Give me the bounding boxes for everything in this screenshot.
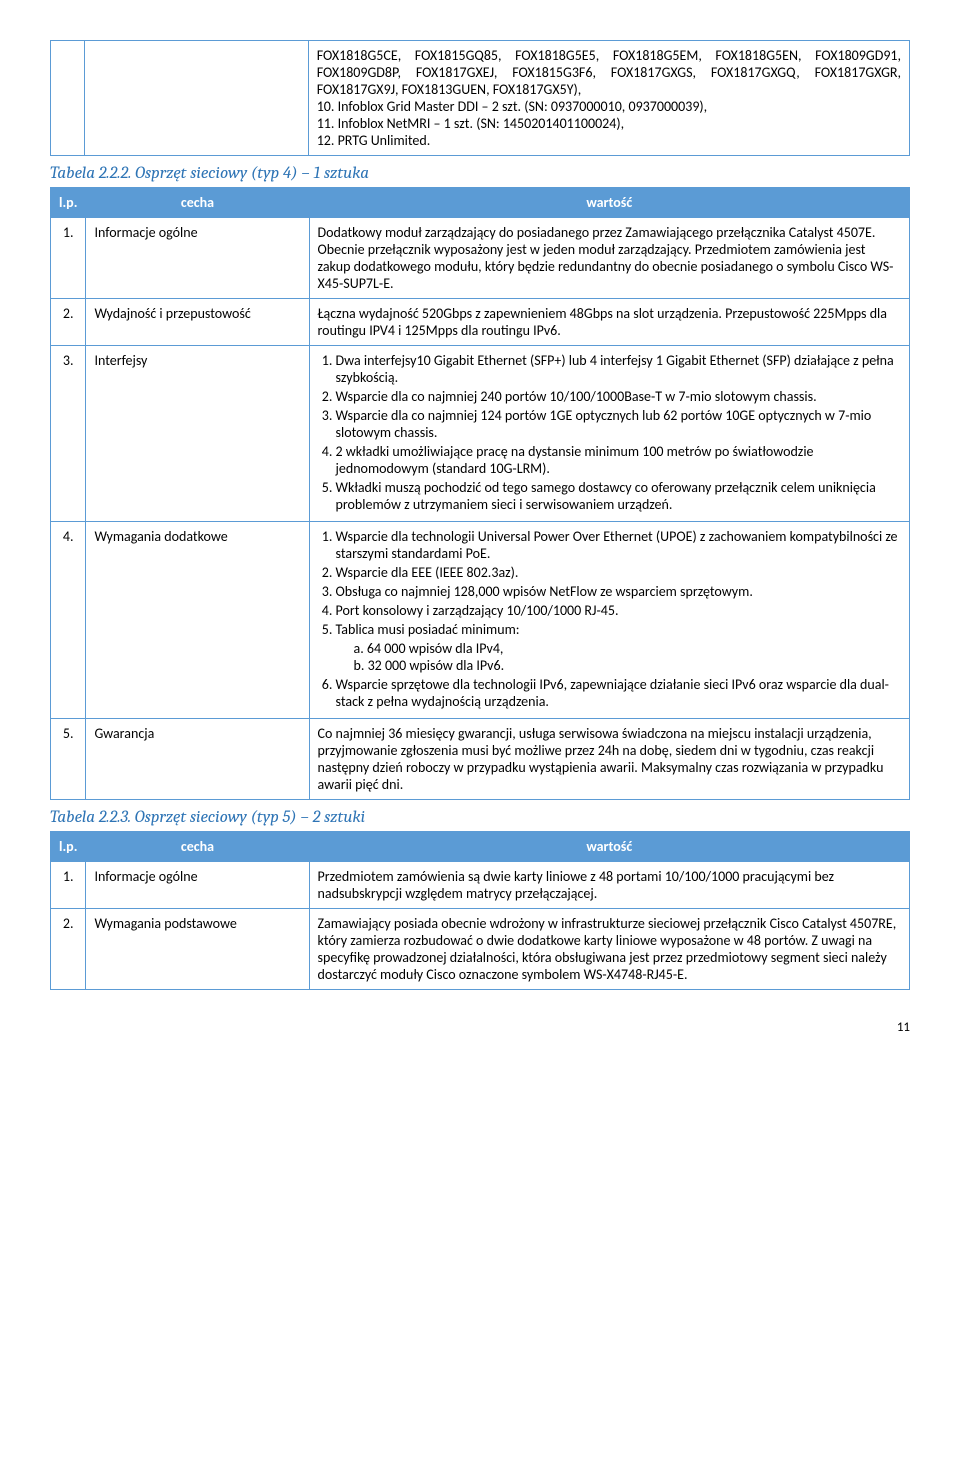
row-cecha: Wymagania dodatkowe (86, 522, 309, 719)
sub-item: b. 32 000 wpisów dla IPv6. (354, 657, 901, 674)
list-item: Obsługa co najmniej 128,000 wpisów NetFl… (336, 583, 901, 600)
row-value: Dwa interfejsy10 Gigabit Ethernet (SFP+)… (309, 346, 909, 522)
list-item: 11. Infoblox NetMRI – 1 szt. (SN: 145020… (317, 115, 901, 132)
row-value: Przedmiotem zamówienia są dwie karty lin… (309, 862, 909, 909)
row-num: 4. (51, 522, 86, 719)
row-num: 1. (51, 218, 86, 299)
list-item: Wkładki muszą pochodzić od tego samego d… (336, 479, 901, 513)
list-item: 12. PRTG Unlimited. (317, 132, 901, 149)
table-row: 4. Wymagania dodatkowe Wsparcie dla tech… (51, 522, 910, 719)
row-cecha: Interfejsy (86, 346, 309, 522)
table-row: 2. Wymagania podstawowe Zamawiający posi… (51, 909, 910, 990)
header-cecha: cecha (86, 188, 309, 218)
header-wartosc: wartość (309, 188, 909, 218)
row-value: Łączna wydajność 520Gbps z zapewnieniem … (309, 299, 909, 346)
row-num: 1. (51, 862, 86, 909)
header-lp: l.p. (51, 188, 86, 218)
row-cecha: Informacje ogólne (86, 862, 309, 909)
page-number: 11 (50, 1020, 910, 1035)
list-item: Wsparcie dla technologii Universal Power… (336, 528, 901, 562)
header-lp: l.p. (51, 832, 86, 862)
row-value: Wsparcie dla technologii Universal Power… (309, 522, 909, 719)
serial-list-text: FOX1818G5CE, FOX1815GQ85, FOX1818G5E5, F… (317, 47, 901, 98)
list-item: Port konsolowy i zarządzający 10/100/100… (336, 602, 901, 619)
header-wartosc: wartość (309, 832, 909, 862)
row-cecha: Wydajność i przepustowość (86, 299, 309, 346)
list-item: Wsparcie dla EEE (IEEE 802.3az). (336, 564, 901, 581)
row-cecha: Informacje ogólne (86, 218, 309, 299)
empty-cell (85, 41, 308, 156)
table-row: 5. Gwarancja Co najmniej 36 miesięcy gwa… (51, 719, 910, 800)
list-item: Wsparcie dla co najmniej 240 portów 10/1… (336, 388, 901, 405)
row-cecha: Gwarancja (86, 719, 309, 800)
table-222: l.p. cecha wartość 1. Informacje ogólne … (50, 187, 910, 800)
table-header-row: l.p. cecha wartość (51, 832, 910, 862)
row-num: 5. (51, 719, 86, 800)
row-num: 3. (51, 346, 86, 522)
section-title-222: Tabela 2.2.2. Osprzęt sieciowy (typ 4) –… (50, 164, 910, 183)
list-item: Tablica musi posiadać minimum: a. 64 000… (336, 621, 901, 674)
top-continuation-table: FOX1818G5CE, FOX1815GQ85, FOX1818G5E5, F… (50, 40, 910, 156)
list-item: 10. Infoblox Grid Master DDI – 2 szt. (S… (317, 98, 901, 115)
table-header-row: l.p. cecha wartość (51, 188, 910, 218)
sub-item: a. 64 000 wpisów dla IPv4, (354, 640, 901, 657)
section-title-223: Tabela 2.2.3. Osprzęt sieciowy (typ 5) –… (50, 808, 910, 827)
list-item: Dwa interfejsy10 Gigabit Ethernet (SFP+)… (336, 352, 901, 386)
empty-cell (51, 41, 85, 156)
list-item: 2 wkładki umożliwiające pracę na dystans… (336, 443, 901, 477)
interfaces-list: Dwa interfejsy10 Gigabit Ethernet (SFP+)… (318, 352, 901, 513)
list-item: Wsparcie sprzętowe dla technologii IPv6,… (336, 676, 901, 710)
row-cecha: Wymagania podstawowe (86, 909, 309, 990)
row-num: 2. (51, 299, 86, 346)
table-row: 3. Interfejsy Dwa interfejsy10 Gigabit E… (51, 346, 910, 522)
header-cecha: cecha (86, 832, 309, 862)
table-row: FOX1818G5CE, FOX1815GQ85, FOX1818G5E5, F… (51, 41, 910, 156)
row-value: Zamawiający posiada obecnie wdrożony w i… (309, 909, 909, 990)
table-223: l.p. cecha wartość 1. Informacje ogólne … (50, 831, 910, 990)
top-content-cell: FOX1818G5CE, FOX1815GQ85, FOX1818G5E5, F… (308, 41, 909, 156)
row-value: Dodatkowy moduł zarządzający do posiadan… (309, 218, 909, 299)
table-row: 2. Wydajność i przepustowość Łączna wyda… (51, 299, 910, 346)
table-row: 1. Informacje ogólne Dodatkowy moduł zar… (51, 218, 910, 299)
row-num: 2. (51, 909, 86, 990)
list-item: Wsparcie dla co najmniej 124 portów 1GE … (336, 407, 901, 441)
requirements-list: Wsparcie dla technologii Universal Power… (318, 528, 901, 710)
row-value: Co najmniej 36 miesięcy gwarancji, usług… (309, 719, 909, 800)
table-row: 1. Informacje ogólne Przedmiotem zamówie… (51, 862, 910, 909)
